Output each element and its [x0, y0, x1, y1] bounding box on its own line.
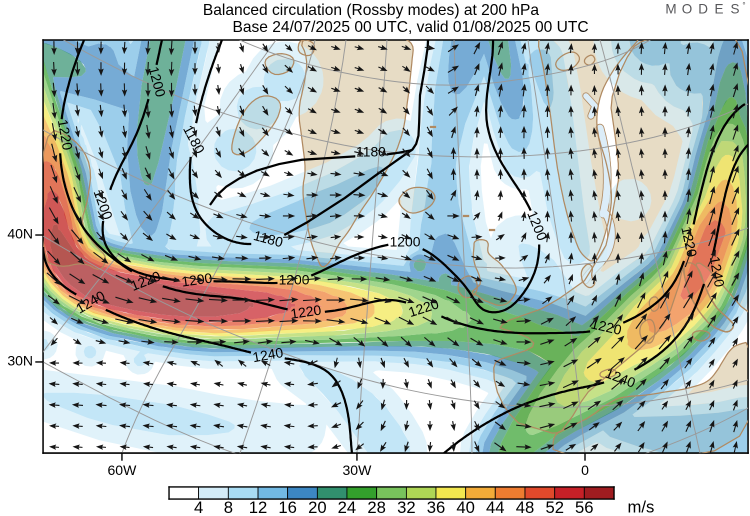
svg-text:1200: 1200 — [390, 234, 421, 250]
svg-text:1220: 1220 — [589, 315, 623, 338]
svg-text:28: 28 — [367, 498, 386, 516]
svg-text:1180: 1180 — [356, 144, 386, 160]
svg-text:O: O — [682, 1, 692, 16]
svg-text:20: 20 — [308, 498, 327, 516]
svg-text:4: 4 — [194, 498, 203, 516]
svg-text:32: 32 — [397, 498, 416, 516]
svg-text:°: ° — [742, 1, 745, 10]
svg-text:1220: 1220 — [55, 118, 76, 151]
svg-text:48: 48 — [516, 498, 535, 516]
svg-text:52: 52 — [545, 498, 564, 516]
svg-text:Base 24/07/2025 00 UTC, valid: Base 24/07/2025 00 UTC, valid 01/08/2025… — [233, 19, 589, 36]
svg-text:30W: 30W — [343, 462, 373, 478]
svg-text:1240: 1240 — [251, 344, 284, 365]
svg-text:30N: 30N — [7, 353, 33, 369]
svg-text:40N: 40N — [7, 226, 33, 242]
svg-text:M: M — [665, 1, 676, 16]
svg-text:1200: 1200 — [146, 65, 170, 99]
svg-text:8: 8 — [224, 498, 233, 516]
svg-text:36: 36 — [427, 498, 446, 516]
svg-text:0: 0 — [581, 462, 589, 478]
svg-text:1240: 1240 — [707, 255, 728, 288]
svg-text:1220: 1220 — [289, 302, 322, 322]
svg-text:1220: 1220 — [678, 225, 700, 259]
svg-text:Balanced circulation (Rossby m: Balanced circulation (Rossby modes) at 2… — [203, 2, 540, 19]
svg-text:56: 56 — [575, 498, 594, 516]
svg-text:m/s: m/s — [628, 497, 655, 516]
svg-text:D: D — [698, 1, 708, 16]
svg-text:44: 44 — [486, 498, 505, 516]
svg-text:16: 16 — [278, 498, 297, 516]
svg-text:12: 12 — [249, 498, 268, 516]
svg-text:E: E — [715, 1, 724, 16]
svg-text:60W: 60W — [108, 462, 138, 478]
svg-text:40: 40 — [456, 498, 475, 516]
svg-text:S: S — [731, 1, 740, 16]
svg-text:24: 24 — [338, 498, 357, 516]
svg-text:1180: 1180 — [252, 227, 285, 250]
